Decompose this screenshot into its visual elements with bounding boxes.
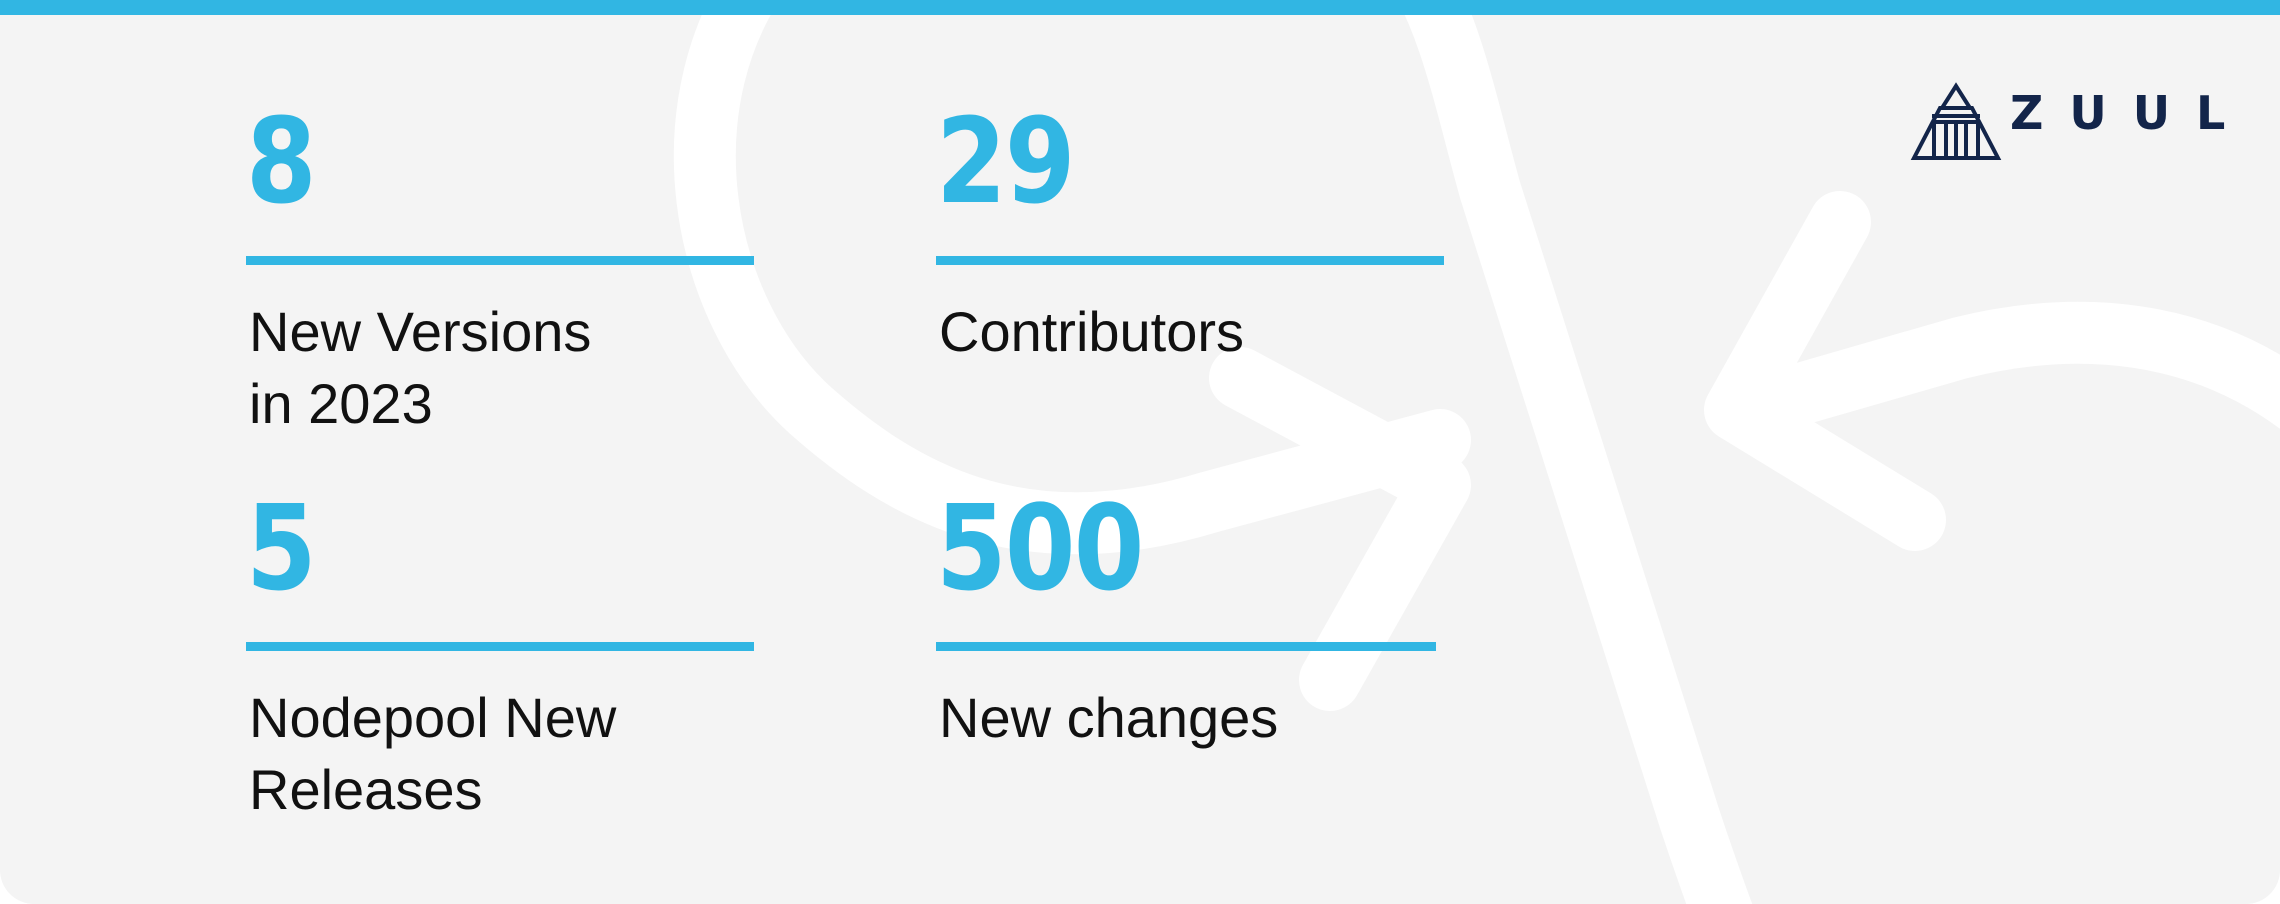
- stat-divider: [246, 256, 754, 265]
- stat-label: Nodepool New Releases: [249, 686, 617, 821]
- stat-number: 8: [246, 92, 317, 230]
- zuul-logo: ZUUL: [1910, 82, 2225, 162]
- stat-number: 29: [936, 92, 1076, 230]
- logo-wordmark: ZUUL: [2010, 86, 2252, 140]
- stat-new-versions: 8 New Versions in 2023: [246, 102, 756, 442]
- stat-number: 500: [936, 479, 1144, 617]
- left-arrow-head-icon: [1209, 347, 1471, 711]
- diagonal-stroke: [1397, 0, 1753, 904]
- stat-label: New changes: [939, 686, 1279, 749]
- stat-divider: [936, 256, 1444, 265]
- stat-label: Contributors: [939, 300, 1245, 363]
- temple-icon: [1910, 82, 2002, 160]
- stat-new-changes: 500 New changes: [936, 489, 1446, 749]
- stat-number: 5: [246, 479, 317, 617]
- stat-contributors: 29 Contributors: [936, 92, 1446, 363]
- stat-nodepool-releases: 5 Nodepool New Releases: [246, 489, 756, 829]
- stat-divider: [246, 642, 754, 651]
- stat-divider: [936, 642, 1436, 651]
- left-loop-arrow-curve: [673, 0, 1471, 555]
- top-accent-bar: [0, 0, 2280, 15]
- right-loop-arrow-curve: [1714, 301, 2280, 441]
- stat-label: New Versions in 2023: [249, 300, 592, 435]
- right-arrow-head-icon: [1704, 191, 1946, 551]
